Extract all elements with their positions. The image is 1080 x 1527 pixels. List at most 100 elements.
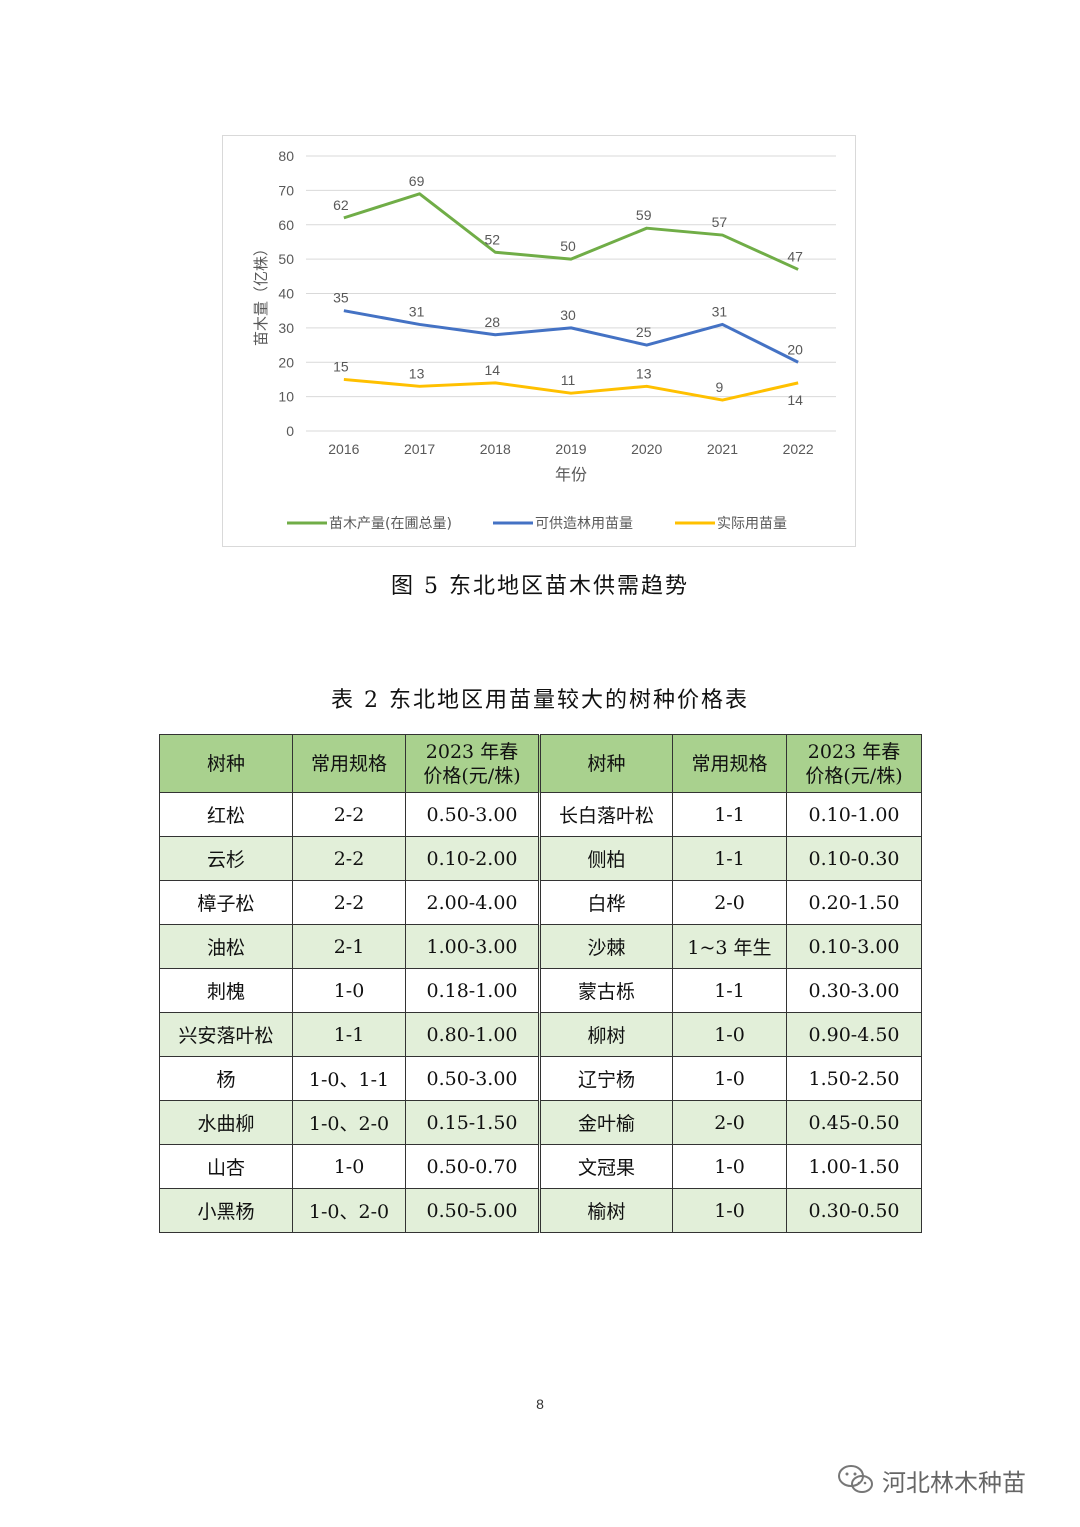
header-price-line1: 2023 年春 — [425, 740, 519, 763]
legend-label: 苗木产量(在圃总量) — [329, 516, 452, 532]
x-tick-label: 2018 — [480, 441, 511, 457]
price-cell: 1.00-3.00 — [405, 924, 540, 969]
price-table: 树种 常用规格 2023 年春 价格(元/株) 树种 常用规格 2023 年春 价格… — [159, 734, 922, 1233]
y-tick-label: 70 — [278, 182, 294, 198]
table-row: 红松 2-2 0.50-3.00 长白落叶松 1-1 0.10-1.00 — [159, 792, 922, 837]
chart-frame: 0 10 20 30 40 50 60 70 80 2016 2017 2018 2019 2020 202… — [222, 135, 856, 547]
price-cell: 0.20-1.50 — [786, 880, 922, 925]
spec-cell: 2-0 — [672, 880, 787, 925]
table-row: 兴安落叶松 1-1 0.80-1.00 柳树 1-0 0.90-4.50 — [159, 1012, 922, 1057]
data-label: 35 — [333, 290, 349, 306]
data-label: 52 — [484, 231, 500, 247]
price-cell: 0.50-3.00 — [405, 1056, 540, 1101]
data-label: 57 — [712, 214, 728, 230]
species-cell: 杨 — [159, 1056, 293, 1101]
x-tick-label: 2017 — [404, 441, 435, 457]
price-cell: 0.15-1.50 — [405, 1100, 540, 1145]
y-tick-label: 60 — [278, 217, 294, 233]
x-tick-label: 2020 — [631, 441, 662, 457]
data-label: 14 — [787, 392, 803, 408]
table-row: 水曲柳 1-0、2-0 0.15-1.50 金叶榆 2-0 0.45-0.50 — [159, 1100, 922, 1145]
data-label: 59 — [636, 207, 652, 223]
species-cell: 樟子松 — [159, 880, 293, 925]
data-label: 31 — [409, 303, 425, 319]
species-cell: 榆树 — [538, 1188, 673, 1233]
table-row: 刺槐 1-0 0.18-1.00 蒙古栎 1-1 0.30-3.00 — [159, 968, 922, 1013]
spec-cell: 2-2 — [292, 880, 406, 925]
series-line — [343, 377, 799, 402]
spec-cell: 2-2 — [292, 836, 406, 881]
x-tick-label: 2021 — [707, 441, 738, 457]
spec-cell: 1-0 — [292, 1144, 406, 1189]
table-row: 云杉 2-2 0.10-2.00 侧柏 1-1 0.10-0.30 — [159, 836, 922, 881]
price-cell: 0.10-2.00 — [405, 836, 540, 881]
y-tick-label: 10 — [278, 389, 294, 405]
price-cell: 0.50-5.00 — [405, 1188, 540, 1233]
header-price-line2: 价格(元/株) — [805, 764, 903, 787]
price-cell: 0.50-0.70 — [405, 1144, 540, 1189]
table-row: 樟子松 2-2 2.00-4.00 白桦 2-0 0.20-1.50 — [159, 880, 922, 925]
wechat-icon — [838, 1465, 873, 1493]
species-cell: 兴安落叶松 — [159, 1012, 293, 1057]
table-row: 小黑杨 1-0、2-0 0.50-5.00 榆树 1-0 0.30-0.50 — [159, 1188, 922, 1233]
table-body: 红松 2-2 0.50-3.00 长白落叶松 1-1 0.10-1.00 云杉 2-2 0.10… — [159, 792, 922, 1233]
table-title: 表 2 东北地区用苗量较大的树种价格表 — [331, 688, 749, 713]
y-tick-label: 0 — [286, 423, 294, 439]
species-cell: 侧柏 — [538, 836, 673, 881]
data-label: 15 — [333, 358, 349, 374]
species-cell: 辽宁杨 — [538, 1056, 673, 1101]
data-label: 47 — [787, 248, 803, 264]
data-label: 62 — [333, 197, 349, 213]
table-row: 杨 1-0、1-1 0.50-3.00 辽宁杨 1-0 1.50-2.50 — [159, 1056, 922, 1101]
spec-cell: 1-0、1-1 — [292, 1056, 406, 1101]
species-cell: 白桦 — [538, 880, 673, 925]
data-label: 14 — [484, 362, 500, 378]
species-cell: 油松 — [159, 924, 293, 969]
price-cell: 0.10-0.30 — [786, 836, 922, 881]
price-cell: 0.30-3.00 — [786, 968, 922, 1013]
price-cell: 0.90-4.50 — [786, 1012, 922, 1057]
species-cell: 刺槐 — [159, 968, 293, 1013]
data-label: 50 — [560, 238, 576, 254]
header-species: 树种 — [538, 734, 673, 793]
table-row: 油松 2-1 1.00-3.00 沙棘 1~3 年生 0.10-3.00 — [159, 924, 922, 969]
header-price-line1: 2023 年春 — [807, 740, 901, 763]
species-cell: 沙棘 — [538, 924, 673, 969]
series-line — [343, 192, 799, 271]
species-cell: 水曲柳 — [159, 1100, 293, 1145]
watermark: 河北林木种苗 — [836, 1460, 1066, 1500]
table-row: 山杏 1-0 0.50-0.70 文冠果 1-0 1.00-1.50 — [159, 1144, 922, 1189]
spec-cell: 2-2 — [292, 792, 406, 837]
data-label: 31 — [712, 303, 728, 319]
species-cell: 柳树 — [538, 1012, 673, 1057]
y-axis-label: 苗木量（亿株） — [252, 241, 270, 346]
header-spec: 常用规格 — [292, 734, 406, 793]
x-tick-label: 2019 — [555, 441, 586, 457]
legend-label: 实际用苗量 — [717, 516, 787, 532]
table-header-row: 树种 常用规格 2023 年春 价格(元/株) 树种 常用规格 2023 年春 价格… — [159, 734, 922, 793]
price-cell: 0.10-3.00 — [786, 924, 922, 969]
price-cell: 0.30-0.50 — [786, 1188, 922, 1233]
data-label: 69 — [409, 173, 425, 189]
spec-cell: 2-0 — [672, 1100, 787, 1145]
series-line — [343, 309, 799, 364]
data-label: 13 — [409, 365, 425, 381]
species-cell: 长白落叶松 — [538, 792, 673, 837]
species-cell: 金叶榆 — [538, 1100, 673, 1145]
data-label: 25 — [636, 324, 652, 340]
figure-caption: 图 5 东北地区苗木供需趋势 — [391, 574, 689, 599]
data-label: 28 — [484, 314, 500, 330]
spec-cell: 1-0 — [672, 1012, 787, 1057]
header-price: 2023 年春 价格(元/株) — [405, 734, 540, 793]
y-tick-label: 80 — [278, 148, 294, 164]
y-tick-label: 40 — [278, 286, 294, 302]
x-tick-label: 2022 — [783, 441, 814, 457]
spec-cell: 2-1 — [292, 924, 406, 969]
y-tick-label: 20 — [278, 354, 294, 370]
spec-cell: 1-0 — [672, 1188, 787, 1233]
spec-cell: 1-1 — [292, 1012, 406, 1057]
species-cell: 云杉 — [159, 836, 293, 881]
price-cell: 0.10-1.00 — [786, 792, 922, 837]
x-tick-label: 2016 — [328, 441, 359, 457]
